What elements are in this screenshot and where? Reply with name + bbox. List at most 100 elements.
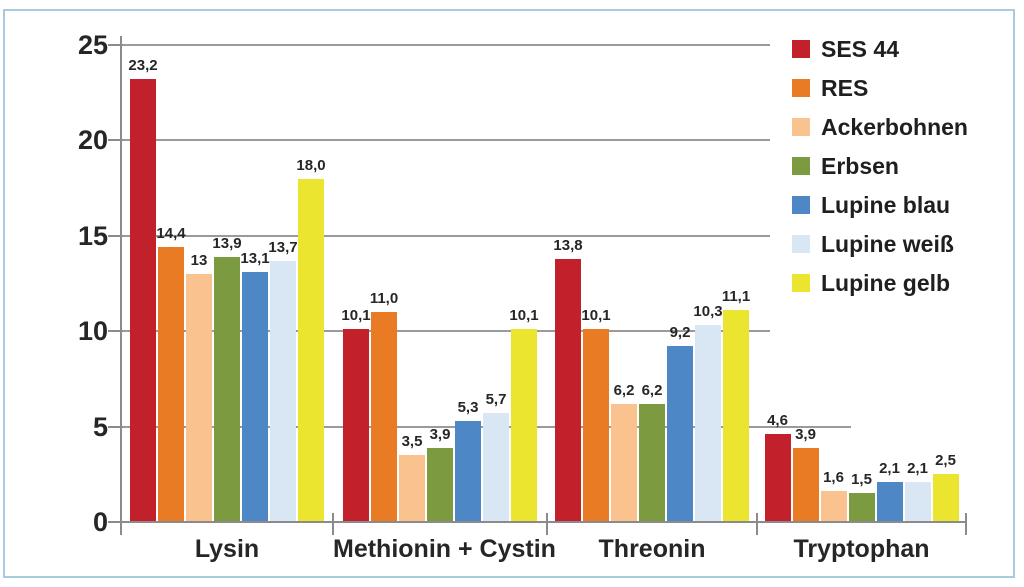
y-axis-tick-label: 5	[92, 411, 108, 442]
bar-value-label: 5,7	[485, 391, 507, 409]
bar-value-label: 13	[190, 251, 208, 269]
x-axis	[120, 521, 967, 523]
bar-value-label: 13,7	[268, 238, 298, 256]
page-frame	[3, 9, 1015, 578]
legend-swatch	[792, 40, 810, 58]
bar-value-label: 6,2	[613, 381, 635, 399]
y-axis-tick	[108, 330, 123, 333]
bar-value-label: 10,1	[509, 307, 539, 325]
bar	[270, 260, 296, 522]
x-axis-category-label: Threonin	[598, 535, 706, 563]
bar-value-label: 11,0	[369, 290, 399, 308]
bar-value-label: 2,1	[907, 459, 928, 477]
bar	[214, 256, 240, 522]
legend-swatch	[792, 79, 810, 97]
y-axis-tick	[108, 44, 123, 46]
bar-value-label: 3,9	[429, 425, 451, 443]
gridline	[121, 139, 770, 142]
legend-item: Lupine gelb	[792, 271, 968, 294]
bar-value-label: 1,6	[823, 469, 844, 487]
legend-swatch	[792, 157, 810, 175]
bar	[583, 329, 609, 522]
bar	[427, 447, 453, 522]
y-axis	[120, 36, 122, 523]
bar	[371, 312, 397, 522]
gridline	[121, 234, 770, 237]
legend-swatch	[792, 196, 810, 214]
bar-value-label: 9,2	[669, 324, 691, 342]
bar	[932, 474, 959, 522]
legend-item: Lupine weiß	[792, 230, 968, 257]
legend: SES 44 RES Ackerbohnen Erbsen Lupine blau Lup…	[792, 35, 968, 313]
bar	[667, 346, 693, 522]
bar-value-label: 11,1	[721, 288, 751, 306]
gridline	[121, 330, 770, 333]
bar	[848, 493, 875, 522]
bar-value-label: 10,1	[581, 307, 611, 325]
x-axis-category-label: Lysin	[194, 535, 260, 563]
gridline	[121, 44, 770, 46]
bar-value-label: 14,4	[156, 225, 186, 243]
bar	[764, 434, 791, 522]
legend-item: Erbsen	[792, 152, 968, 179]
y-axis-tick	[108, 425, 123, 428]
bar	[298, 178, 324, 522]
bar-value-label: 13,8	[553, 236, 583, 254]
bar	[792, 447, 819, 522]
y-axis-tick-label: 20	[77, 125, 108, 156]
bar	[186, 273, 212, 522]
legend-label: RES	[821, 74, 869, 101]
legend-label: SES 44	[821, 35, 899, 62]
bar	[695, 325, 721, 522]
x-axis-tick	[965, 513, 967, 535]
bar	[455, 420, 481, 522]
legend-label: Erbsen	[821, 152, 899, 179]
x-axis-category-label: Tryptophan	[793, 535, 930, 563]
bar-value-label: 3,9	[795, 425, 816, 443]
y-axis-tick-label: 0	[92, 507, 108, 537]
y-axis-tick-label: 10	[77, 316, 108, 347]
bar	[399, 455, 425, 522]
x-axis-tick	[756, 513, 758, 535]
bar-value-label: 13,9	[212, 234, 242, 252]
bar-value-label: 10,3	[693, 303, 723, 321]
bar	[158, 247, 184, 522]
bar	[904, 481, 931, 522]
bar-value-label: 18,0	[296, 156, 326, 174]
bar	[343, 329, 369, 522]
x-axis-tick	[120, 513, 122, 535]
bar-value-label: 3,5	[401, 433, 423, 451]
legend-label: Lupine weiß	[821, 230, 954, 257]
bar-value-label: 1,5	[851, 471, 872, 489]
bar	[876, 481, 903, 522]
y-axis-tick-label: 25	[77, 30, 108, 60]
y-axis-tick	[108, 139, 123, 142]
bar	[639, 403, 665, 522]
legend-item: RES	[792, 74, 968, 101]
legend-swatch	[792, 118, 810, 136]
bar	[555, 258, 581, 522]
bar	[511, 329, 537, 522]
bar-value-label: 4,6	[767, 412, 788, 430]
bar-value-label: 10,1	[341, 307, 371, 325]
y-axis-tick-label: 15	[77, 220, 108, 251]
legend-item: Lupine blau	[792, 193, 968, 216]
x-axis-category-label: Methionin + Cystin	[333, 535, 556, 563]
bar-value-label: 13,1	[240, 250, 270, 268]
bar	[130, 79, 156, 522]
bar-value-label: 2,1	[879, 459, 900, 477]
bar	[483, 413, 509, 522]
y-axis-tick	[108, 234, 123, 237]
legend-item: Ackerbohnen	[792, 115, 968, 138]
bar	[723, 310, 749, 522]
legend-swatch	[792, 235, 810, 253]
legend-item: SES 44	[792, 35, 968, 62]
bar	[242, 272, 268, 522]
x-axis-tick	[546, 513, 548, 535]
bar-value-label: 6,2	[641, 381, 663, 399]
bar-value-label: 23,2	[128, 57, 158, 75]
bar	[820, 491, 847, 522]
bar	[611, 403, 637, 522]
legend-swatch	[792, 274, 810, 292]
